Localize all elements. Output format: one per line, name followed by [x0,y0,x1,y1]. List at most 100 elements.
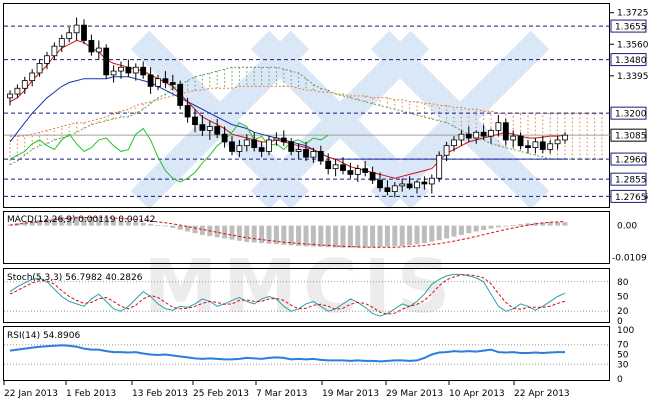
price-tick-label: 1.3725 [617,9,649,19]
macd-bar [66,216,72,226]
macd-bar [96,218,102,226]
candle [258,141,265,158]
candle-body [280,137,287,143]
candle [229,136,235,156]
candle [488,128,494,144]
candle-body [510,135,517,141]
candle-body [199,124,206,131]
candle [132,63,139,81]
candle-body [273,137,280,141]
macd-bar [377,225,383,247]
candle-body [384,187,391,193]
price-tick-label: 1.3560 [617,40,649,50]
macd-tick-label: -0.0109 [612,253,647,263]
candle-body [251,139,258,148]
candle [421,176,428,190]
time-tick-label: 1 Feb 2013 [66,389,116,399]
candle-body [465,133,472,139]
price-tick-label: 1.3395 [617,72,649,82]
rsi-tick-label: 0 [617,375,623,385]
macd-bar [162,225,168,227]
price-panel-frame [3,3,610,208]
price-panel: 1.3725 1.3560 1.3395 1.2765 1.3655 1.3480 1.32… [4,9,649,203]
macd-signal [9,217,566,248]
candle [495,115,502,137]
rsi-panel-frame [3,326,610,381]
candle-body [88,40,95,53]
time-tick-label: 7 Mar 2013 [256,389,307,399]
level-label: 1.2960 [615,156,647,166]
macd-signal-line [9,217,566,248]
tenkan-sen-line [9,39,566,179]
macd-bar [347,225,353,248]
candle [369,166,376,184]
candle-body [132,66,139,74]
candle [436,151,443,183]
level-label: 1.3200 [615,110,647,120]
candle [155,74,161,91]
candle [110,65,117,83]
time-tick-label: 22 Jan 2013 [4,389,58,399]
candle-body [169,82,176,85]
stoch-tick-label: 80 [617,278,629,288]
candle [243,134,250,152]
candle-body [118,66,124,72]
candle-body [81,24,87,41]
candle [547,139,554,154]
candle-body [488,129,494,137]
time-tick-label: 22 Apr 2013 [514,389,570,399]
macd-bar [177,225,183,230]
level-label: 1.2765 [615,193,647,203]
stoch-main-line [9,273,566,317]
macd-bar [325,225,331,248]
candle [325,153,332,175]
macd-bar [540,222,546,226]
macd-bar [266,225,272,244]
candle-body [421,181,428,185]
candle [443,141,450,161]
kijun-sen-line [9,76,565,160]
stoch-label: Stoch(5,3,3) 56.7982 40.2826 [7,273,143,283]
candle [58,34,65,52]
macd-bar [340,225,346,248]
candle-body [554,139,561,145]
candle [451,136,457,152]
candle [384,180,391,196]
candle [354,164,361,183]
candle-body [288,141,295,152]
level-label-frame [610,172,647,186]
macd-bar [362,225,368,248]
macd-bar [103,218,109,226]
panel-frames [3,3,610,381]
macd-bar [281,225,287,245]
macd-bar [44,218,50,226]
candle [510,130,517,148]
candlesticks [7,17,568,198]
level-label: 1.2855 [615,176,647,186]
macd-bar [384,225,390,247]
candle [473,130,480,144]
candle [414,180,420,194]
macd-bar [444,225,450,239]
level-label-box: 1.2960 [610,152,647,166]
macd-panel-frame [3,211,610,264]
candle [377,172,383,192]
macd-bar [251,225,257,243]
candle [458,130,465,146]
macd-bar [473,225,479,232]
senkou-span-a [9,66,602,166]
watermark: MMCIS [130,30,550,330]
candle [140,61,147,79]
candle-body [399,183,406,187]
candle-body [347,170,354,175]
candle [562,132,568,144]
stoch-axis: 80 50 200 [617,278,629,327]
candle-body [562,134,568,141]
candle [36,59,43,77]
candle-body [155,78,161,87]
macd-bar [214,225,220,238]
candle [525,139,531,154]
candle-body [36,63,43,74]
time-axis: 22 Jan 2013 1 Feb 2013 13 Feb 2013 25 Feb 2… [3,381,570,399]
candle [465,126,472,142]
